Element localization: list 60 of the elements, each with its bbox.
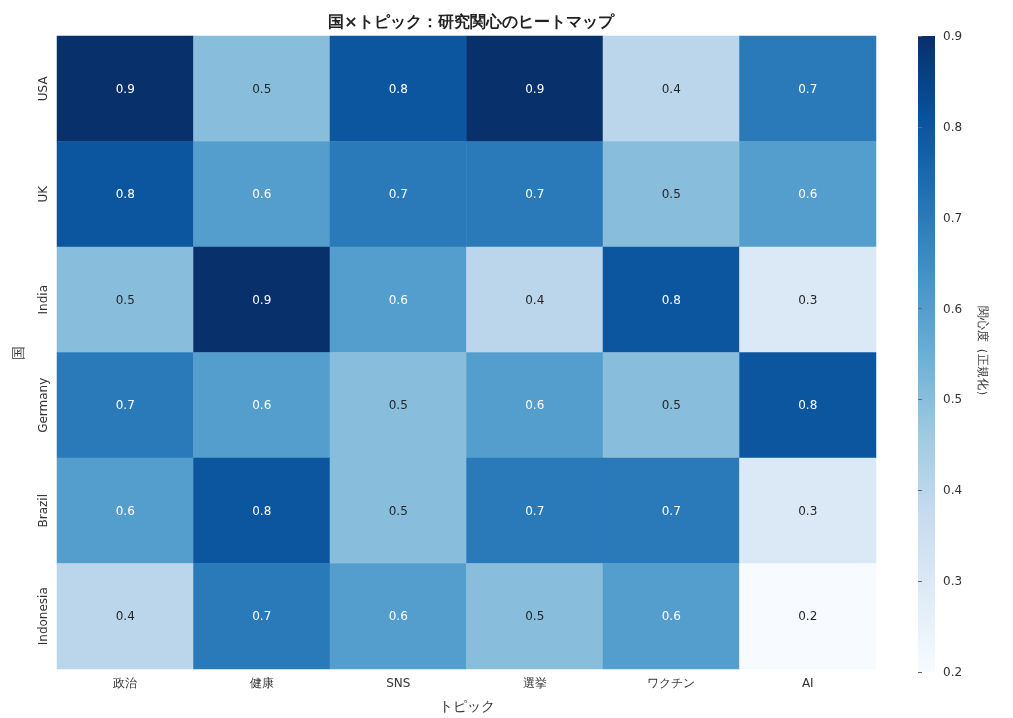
x-tick-label: SNS bbox=[386, 676, 411, 690]
data-label: 0.3 bbox=[798, 292, 818, 307]
data-label: 0.6 bbox=[661, 609, 681, 624]
data-label: 0.4 bbox=[661, 81, 681, 96]
data-label: 0.5 bbox=[525, 609, 545, 624]
data-label: 0.5 bbox=[252, 81, 272, 96]
x-tick-label: 政治 bbox=[113, 676, 138, 690]
data-label: 0.9 bbox=[252, 292, 272, 307]
y-tick-label: Indonesia bbox=[36, 587, 50, 646]
color-bar-label: 0.3 bbox=[943, 574, 963, 589]
data-label: 0.6 bbox=[252, 187, 272, 202]
y-tick-label: Germany bbox=[36, 377, 50, 433]
data-label: 0.6 bbox=[388, 292, 408, 307]
data-label: 0.7 bbox=[388, 187, 408, 202]
data-label: 0.7 bbox=[525, 187, 545, 202]
color-bar-label: 0.2 bbox=[943, 665, 963, 679]
color-bar-label: 0.4 bbox=[943, 483, 963, 498]
data-label: 0.6 bbox=[798, 187, 818, 202]
color-bar-label: 0.7 bbox=[943, 210, 963, 225]
data-label: 0.9 bbox=[115, 81, 135, 96]
chart-title: 国×トピック：研究関心のヒートマップ bbox=[328, 11, 615, 31]
data-label: 0.5 bbox=[115, 292, 135, 307]
x-tick-label: ワクチン bbox=[647, 676, 696, 690]
data-label: 0.6 bbox=[252, 398, 272, 413]
color-bar-label: 0.5 bbox=[943, 392, 963, 407]
y-tick-label: India bbox=[36, 285, 50, 315]
data-label: 0.5 bbox=[388, 503, 408, 518]
data-label: 0.9 bbox=[525, 81, 545, 96]
data-label: 0.5 bbox=[661, 187, 681, 202]
data-label: 0.8 bbox=[388, 81, 408, 96]
data-label: 0.6 bbox=[525, 398, 545, 413]
x-tick-label: 健康 bbox=[249, 676, 274, 690]
data-label: 0.6 bbox=[388, 609, 408, 624]
color-bar-label: 0.8 bbox=[943, 119, 963, 134]
color-bar-label: 0.6 bbox=[943, 301, 963, 316]
data-label: 0.3 bbox=[798, 503, 818, 518]
y-tick-label: USA bbox=[36, 75, 50, 102]
data-label: 0.7 bbox=[252, 609, 272, 624]
y-axis-title: 国 bbox=[10, 345, 26, 360]
data-label: 0.7 bbox=[115, 398, 135, 413]
data-label: 0.5 bbox=[388, 398, 408, 413]
data-label: 0.7 bbox=[661, 503, 681, 518]
data-label: 0.8 bbox=[798, 398, 818, 413]
data-label: 0.4 bbox=[525, 292, 545, 307]
x-tick-label: AI bbox=[801, 676, 814, 690]
data-label: 0.4 bbox=[115, 609, 135, 624]
x-tick-label: 選挙 bbox=[522, 676, 547, 690]
data-label: 0.6 bbox=[115, 503, 135, 518]
data-label: 0.7 bbox=[525, 503, 545, 518]
color-bar-title: 関心度（正規化） bbox=[976, 306, 990, 402]
data-label: 0.2 bbox=[798, 609, 818, 624]
y-tick-label: Brazil bbox=[36, 494, 50, 528]
data-label: 0.8 bbox=[661, 292, 681, 307]
y-tick-label: UK bbox=[36, 184, 50, 203]
x-axis-title: トピック bbox=[438, 698, 495, 714]
data-label: 0.8 bbox=[252, 503, 272, 518]
data-label: 0.7 bbox=[798, 81, 818, 96]
data-label: 0.8 bbox=[115, 187, 135, 202]
data-label: 0.5 bbox=[661, 398, 681, 413]
color-bar-label: 0.9 bbox=[943, 29, 963, 43]
